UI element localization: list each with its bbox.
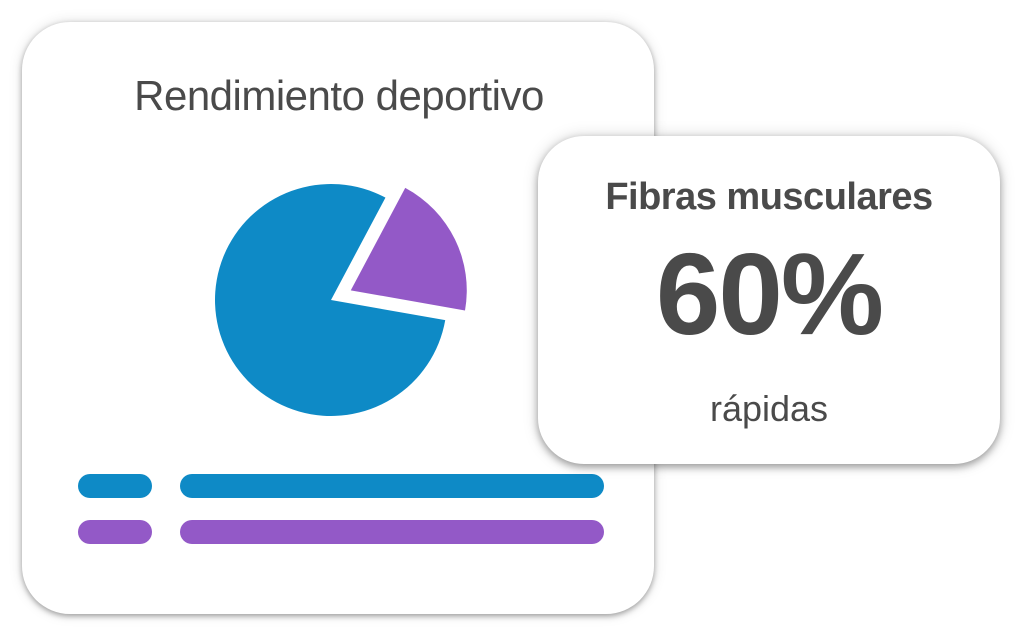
pie-slice-purple [350, 187, 467, 311]
legend-row-purple [78, 520, 604, 544]
legend-row-blue [78, 474, 604, 498]
chart-title: Rendimiento deportivo [134, 72, 544, 119]
stat-card: Fibras musculares 60% rápidas [538, 136, 1000, 464]
stat-title: Fibras musculares [605, 176, 933, 218]
pie-chart [215, 184, 467, 416]
legend-bar-blue [180, 474, 604, 498]
stat-value: 60% [655, 229, 884, 359]
legend-bar-purple [180, 520, 604, 544]
legend-swatch-purple [78, 520, 152, 544]
legend-swatch-blue [78, 474, 152, 498]
pie-slice-blue [215, 184, 446, 416]
stat-subtitle: rápidas [709, 388, 829, 429]
